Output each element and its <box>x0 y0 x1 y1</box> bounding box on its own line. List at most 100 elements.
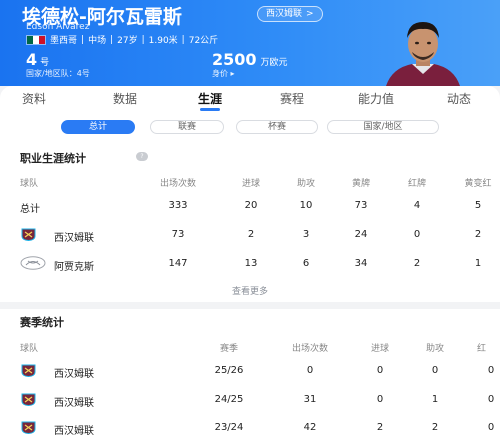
ajax-crest-icon <box>20 256 46 270</box>
mexico-flag-icon <box>26 34 46 45</box>
col-header-goals: 进球 <box>241 179 261 189</box>
view-more-link[interactable]: 查看更多 <box>231 287 269 297</box>
age: 27岁 <box>117 36 138 46</box>
info-icon[interactable]: ? <box>136 152 148 161</box>
career-row-red: 0 <box>413 229 421 240</box>
filter-league[interactable]: 联赛 <box>150 120 224 134</box>
season-stats-title: 赛季统计 <box>20 316 64 329</box>
west-ham-crest-icon <box>21 393 36 406</box>
col-header-assists: 助攻 <box>425 344 445 354</box>
season-row-team[interactable]: 西汉姆联 <box>54 398 94 409</box>
total-yellow: 73 <box>354 200 368 211</box>
col-header-assists: 助攻 <box>296 179 316 189</box>
career-row-apps: 73 <box>171 229 185 240</box>
col-header-yellow: 黄牌 <box>351 179 371 189</box>
market-value-unit: 万欧元 <box>260 58 288 68</box>
info-separator: | <box>181 34 185 45</box>
flag-stripe <box>27 35 33 44</box>
career-row-assists: 6 <box>302 258 310 269</box>
west-ham-crest-icon <box>21 364 36 377</box>
career-row-assists: 3 <box>302 229 310 240</box>
info-separator: | <box>81 34 85 45</box>
west-ham-crest-icon <box>21 421 36 434</box>
career-row-yellow-red: 2 <box>474 229 482 240</box>
season-row-assists: 2 <box>431 422 439 433</box>
total-row-label: 总计 <box>20 204 40 215</box>
career-row-yellow: 24 <box>354 229 368 240</box>
market-value: 2500 万欧元 <box>212 50 288 69</box>
market-value-link[interactable]: 身价 ▸ <box>212 68 235 79</box>
tab-profile[interactable]: 资料 <box>21 92 47 106</box>
market-value-label: 身价 <box>212 69 228 78</box>
col-header-season: 赛季 <box>219 344 239 354</box>
west-ham-crest-icon <box>21 228 36 241</box>
player-header: 埃德松-阿尔瓦雷斯 西汉姆联 > Edson Álvarez 墨西哥 | 中场 … <box>0 0 500 86</box>
col-header-red: 红牌 <box>407 179 427 189</box>
club-link-button[interactable]: 西汉姆联 > <box>257 6 323 22</box>
filter-cup[interactable]: 杯赛 <box>236 120 318 134</box>
season-row-goals: 0 <box>376 394 384 405</box>
market-value-number: 2500 <box>212 50 257 69</box>
flag-stripe <box>33 35 39 44</box>
shirt-number-value: 4 <box>26 50 38 69</box>
season-row-red: 0 <box>487 394 495 405</box>
season-row-team[interactable]: 西汉姆联 <box>54 426 94 437</box>
position: 中场 <box>88 36 107 46</box>
national-team-number: 国家/地区队：4号 <box>26 69 90 78</box>
player-avatar <box>382 14 464 86</box>
col-header-team: 球队 <box>20 344 39 354</box>
career-row-red: 2 <box>413 258 421 269</box>
player-info-line: 墨西哥 | 中场 | 27岁 | 1.90米 | 72公斤 <box>26 33 218 46</box>
career-stats-title: 职业生涯统计 <box>20 152 86 165</box>
tab-stats[interactable]: 数据 <box>112 92 138 106</box>
nationality: 墨西哥 <box>50 36 78 46</box>
season-row-apps: 31 <box>303 394 317 405</box>
season-row-season: 25/26 <box>214 365 244 376</box>
tab-career[interactable]: 生涯 <box>197 92 223 106</box>
chevron-right-icon: > <box>306 9 314 19</box>
total-assists: 10 <box>299 200 313 211</box>
tab-ability[interactable]: 能力值 <box>357 92 395 106</box>
col-header-apps: 出场次数 <box>291 344 329 354</box>
active-tab-indicator <box>200 108 220 111</box>
weight: 72公斤 <box>188 36 219 46</box>
season-row-red: 0 <box>487 422 495 433</box>
season-row-assists: 0 <box>431 365 439 376</box>
tab-schedule[interactable]: 赛程 <box>279 92 305 106</box>
player-name: 埃德松-阿尔瓦雷斯 <box>22 6 182 28</box>
career-row-apps: 147 <box>168 258 188 269</box>
col-header-team: 球队 <box>20 179 39 189</box>
info-separator: | <box>141 34 145 45</box>
career-row-yellow: 34 <box>354 258 368 269</box>
season-stats-panel <box>0 309 500 440</box>
season-row-goals: 0 <box>376 365 384 376</box>
career-row-team[interactable]: 西汉姆联 <box>54 233 94 244</box>
col-header-apps: 出场次数 <box>159 179 197 189</box>
tab-news[interactable]: 动态 <box>446 92 472 106</box>
col-header-goals: 进球 <box>370 344 390 354</box>
total-yellow-red: 5 <box>474 200 482 211</box>
section-divider <box>0 302 500 309</box>
career-row-goals: 2 <box>247 229 255 240</box>
total-apps: 333 <box>168 200 188 211</box>
season-row-apps: 0 <box>306 365 314 376</box>
caret-right-icon: ▸ <box>230 69 235 78</box>
career-row-team[interactable]: 阿贾克斯 <box>54 262 94 273</box>
col-header-red: 红 <box>477 344 487 354</box>
season-row-season: 24/25 <box>214 394 244 405</box>
player-name-english: Edson Álvarez <box>26 22 90 32</box>
total-goals: 20 <box>244 200 258 211</box>
season-row-red: 0 <box>487 365 495 376</box>
info-separator: | <box>110 34 114 45</box>
height: 1.90米 <box>148 36 178 46</box>
season-row-team[interactable]: 西汉姆联 <box>54 369 94 380</box>
season-row-assists: 1 <box>431 394 439 405</box>
shirt-number-unit: 号 <box>40 58 50 68</box>
filter-national-team[interactable]: 国家/地区 <box>327 120 439 134</box>
season-row-season: 23/24 <box>214 422 244 433</box>
flag-stripe <box>39 35 45 44</box>
career-stats-panel <box>0 142 500 302</box>
career-row-yellow-red: 1 <box>474 258 482 269</box>
profile-tab-bar: 资料 数据 生涯 赛程 能力值 动态 <box>0 86 500 112</box>
filter-total[interactable]: 总计 <box>61 120 135 134</box>
